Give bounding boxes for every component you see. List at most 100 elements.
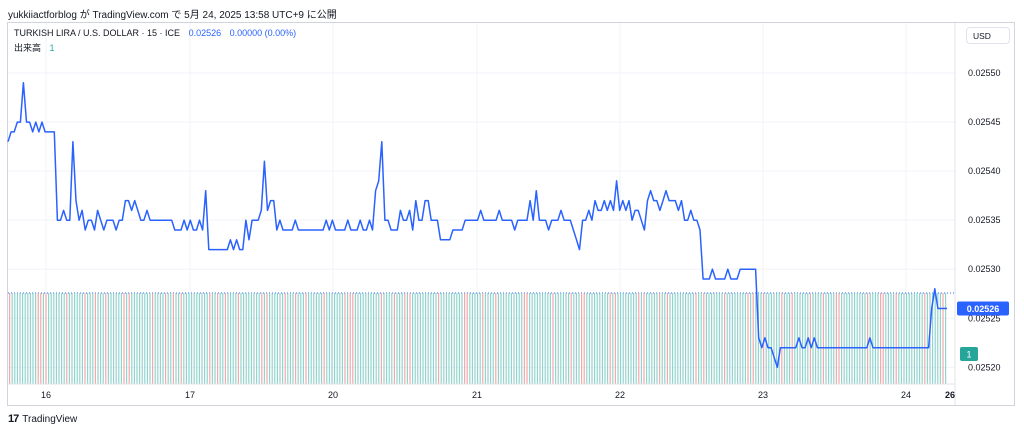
volume-bar [726,293,728,384]
volume-bar [505,293,507,384]
volume-bar [201,293,203,384]
volume-bar [352,293,354,384]
volume-bar [55,293,57,384]
symbol-title[interactable]: TURKISH LIRA / U.S. DOLLAR · 15 · ICE [14,28,181,38]
volume-bar [690,293,692,384]
volume-bar [677,293,679,384]
volume-bar [464,293,466,384]
volume-bar [638,293,640,384]
volume-bar [776,293,778,384]
volume-bar [674,293,676,384]
volume-bar [575,293,577,384]
volume-bar [360,293,362,384]
volume-bar [344,293,346,384]
volume-bar [679,293,681,384]
volume-bar [924,293,926,384]
volume-bar [58,293,60,384]
volume-bar [149,293,151,384]
volume-bar [547,293,549,384]
volume-bar [126,293,128,384]
volume-bar [79,293,81,384]
volume-bar [864,293,866,384]
volume-bar [396,293,398,384]
brand-name: TradingView [22,413,78,425]
volume-bar [318,293,320,384]
volume-badge-label: 1 [966,350,971,360]
volume-bar [409,293,411,384]
volume-bar [539,293,541,384]
volume-bar [159,293,161,384]
volume-bar [890,293,892,384]
volume-bar [300,293,302,384]
volume-bar [760,293,762,384]
time-tick-label: 23 [758,390,768,400]
volume-bar [425,293,427,384]
volume-bar [565,293,567,384]
volume-bar [700,293,702,384]
time-tick-label: 22 [615,390,625,400]
volume-bar [245,293,247,384]
volume-bar [115,293,117,384]
volume-bar [76,293,78,384]
volume-bar [713,293,715,384]
volume-bar [40,293,42,384]
last-price: 0.02526 [188,28,222,38]
volume-bar [315,293,317,384]
chart-frame[interactable] [7,22,1015,406]
volume-bar [529,293,531,384]
volume-bar [349,293,351,384]
volume-bar [534,293,536,384]
volume-label[interactable]: 出来高 [14,43,42,53]
volume-bar [854,293,856,384]
volume-bar [903,293,905,384]
volume-bar [583,293,585,384]
volume-bar [178,293,180,384]
time-tick-label: 16 [41,390,51,400]
volume-bar [217,293,219,384]
volume-bar [469,293,471,384]
volume-bar [295,293,297,384]
volume-bar [66,293,68,384]
time-axis: 16 17 20 21 22 23 24 26 [41,390,955,400]
time-tick-label: 17 [185,390,195,400]
volume-bar [768,293,770,384]
volume-bar [513,293,515,384]
volume-bar [773,293,775,384]
price-line[interactable] [7,82,941,369]
volume-bar [458,293,460,384]
volume-bar [531,293,533,384]
volume-bar [510,293,512,384]
volume-bar [601,293,603,384]
volume-bar [81,293,83,384]
volume-bar [191,293,193,384]
volume-bar [22,293,24,384]
chart-legend: TURKISH LIRA / U.S. DOLLAR · 15 · ICE 0.… [14,28,296,38]
volume-bar [373,293,375,384]
volume-bar [370,293,372,384]
volume-bar [721,293,723,384]
volume-bar [734,293,736,384]
volume-bar [622,293,624,384]
volume-bar [74,293,76,384]
volume-bar [521,293,523,384]
brand-footer[interactable]: 17 TradingView [8,413,77,425]
volume-bar [279,293,281,384]
volume-bar [328,293,330,384]
volume-bar [874,293,876,384]
volume-bar [313,293,315,384]
volume-bar [484,293,486,384]
time-tick-label: 20 [328,390,338,400]
volume-bar [859,293,861,384]
volume-bar [92,293,94,384]
volume-bar [289,293,291,384]
volume-bar [614,293,616,384]
volume-bar [708,293,710,384]
volume-bar [724,293,726,384]
volume-bar [635,293,637,384]
volume-bar [354,293,356,384]
volume-bar [271,293,273,384]
volume-bar [412,293,414,384]
volume-bar [284,293,286,384]
currency-button[interactable]: USD [966,27,1010,44]
